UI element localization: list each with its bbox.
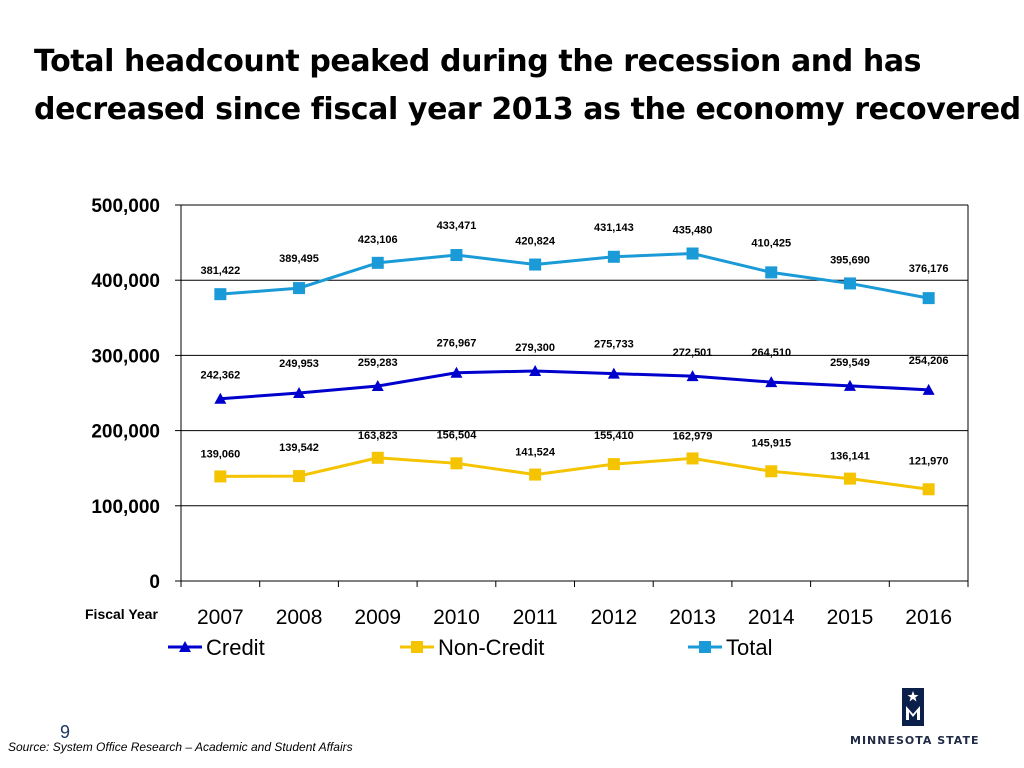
data-label-credit: 259,283 — [358, 357, 398, 369]
data-label-non-credit: 155,410 — [594, 430, 634, 442]
data-label-non-credit: 163,823 — [358, 430, 398, 442]
data-point-non-credit — [450, 457, 463, 470]
logo-mark-icon — [902, 688, 924, 726]
data-label-non-credit: 136,141 — [830, 451, 870, 463]
data-label-total: 395,690 — [830, 254, 870, 266]
x-tick-label: 2016 — [905, 606, 952, 629]
data-point-non-credit — [686, 452, 699, 465]
data-label-non-credit: 139,060 — [200, 448, 240, 460]
page-number: 9 — [60, 722, 71, 742]
minnesota-state-logo: MINNESOTA STATE — [850, 688, 980, 752]
data-point-total — [843, 277, 856, 290]
data-label-credit: 275,733 — [594, 339, 634, 351]
legend-marker-credit — [179, 641, 191, 652]
series-line-credit — [220, 369, 929, 401]
data-point-credit — [450, 366, 463, 378]
data-point-total — [293, 282, 306, 295]
x-tick-label: 2012 — [590, 606, 637, 629]
data-point-total — [765, 266, 778, 279]
x-tick-label: 2015 — [827, 606, 874, 629]
data-point-credit — [371, 380, 384, 392]
data-label-total: 376,176 — [909, 263, 949, 275]
data-point-total — [686, 247, 699, 260]
data-point-non-credit — [922, 483, 935, 496]
data-point-non-credit — [293, 470, 306, 483]
data-point-credit — [293, 387, 306, 399]
data-point-credit — [529, 364, 542, 376]
x-tick-label: 2014 — [748, 606, 795, 629]
legend-marker-non-credit — [411, 641, 423, 653]
data-point-total — [450, 249, 463, 262]
data-label-total: 435,480 — [673, 225, 713, 237]
data-point-credit — [214, 392, 227, 404]
data-point-credit — [843, 379, 856, 391]
data-label-credit: 254,206 — [909, 355, 949, 367]
series-line-total — [220, 252, 929, 300]
source-note: Source: System Office Research – Academi… — [8, 740, 353, 754]
data-point-credit — [686, 370, 699, 382]
data-label-non-credit: 156,504 — [437, 429, 478, 441]
data-label-credit: 279,300 — [515, 342, 555, 354]
legend-label-non-credit: Non-Credit — [438, 635, 544, 660]
data-point-total — [214, 288, 227, 301]
data-label-credit: 242,362 — [200, 370, 240, 382]
x-tick-label: 2009 — [354, 606, 401, 629]
legend-label-total: Total — [726, 635, 772, 660]
data-label-non-credit: 162,979 — [673, 430, 713, 442]
legend-label-credit: Credit — [206, 635, 265, 660]
data-point-non-credit — [529, 468, 542, 481]
data-label-total: 420,824 — [515, 236, 556, 248]
data-label-non-credit: 121,970 — [909, 455, 949, 467]
data-point-non-credit — [607, 458, 620, 471]
y-tick-label: 100,000 — [91, 497, 160, 518]
legend-marker-total — [699, 641, 711, 653]
data-label-total: 389,495 — [279, 253, 319, 265]
y-tick-label: 500,000 — [91, 196, 160, 217]
data-label-credit: 276,967 — [437, 338, 477, 350]
series-line-non-credit — [220, 456, 929, 491]
data-point-non-credit — [214, 470, 227, 483]
data-point-non-credit — [371, 451, 384, 464]
data-point-credit — [765, 376, 778, 388]
data-point-total — [529, 258, 542, 271]
data-point-total — [607, 250, 620, 263]
y-tick-label: 200,000 — [91, 422, 160, 443]
data-point-non-credit — [765, 465, 778, 478]
data-label-total: 410,425 — [751, 237, 791, 249]
y-tick-label: 300,000 — [91, 346, 160, 367]
y-tick-label: 400,000 — [91, 271, 160, 292]
x-tick-label: 2007 — [197, 606, 244, 629]
data-point-credit — [607, 367, 620, 379]
data-label-non-credit: 141,524 — [515, 447, 556, 459]
slide-title: Total headcount peaked during the recess… — [34, 38, 1021, 134]
x-tick-label: 2010 — [433, 606, 480, 629]
x-tick-label: 2011 — [513, 606, 558, 629]
title-line-2: decreased since fiscal year 2013 as the … — [34, 92, 1021, 127]
data-point-total — [371, 256, 384, 269]
data-label-total: 433,471 — [437, 220, 477, 232]
x-tick-label: 2008 — [276, 606, 323, 629]
data-label-non-credit: 139,542 — [279, 442, 319, 454]
y-tick-label: 0 — [149, 572, 160, 593]
data-label-credit: 259,549 — [830, 357, 870, 369]
x-tick-label: 2013 — [669, 606, 716, 629]
data-label-credit: 264,510 — [751, 347, 791, 359]
logo-text: MINNESOTA STATE — [850, 734, 980, 747]
data-point-credit — [922, 383, 935, 395]
data-label-total: 423,106 — [358, 234, 398, 246]
data-label-total: 381,422 — [200, 265, 240, 277]
data-point-total — [922, 292, 935, 305]
x-axis-label: Fiscal Year — [85, 606, 158, 622]
data-label-total: 431,143 — [594, 222, 634, 234]
data-label-credit: 249,953 — [279, 358, 319, 370]
data-label-credit: 272,501 — [673, 347, 713, 359]
title-line-1: Total headcount peaked during the recess… — [34, 44, 922, 79]
data-label-non-credit: 145,915 — [751, 437, 791, 449]
data-point-non-credit — [843, 472, 856, 485]
